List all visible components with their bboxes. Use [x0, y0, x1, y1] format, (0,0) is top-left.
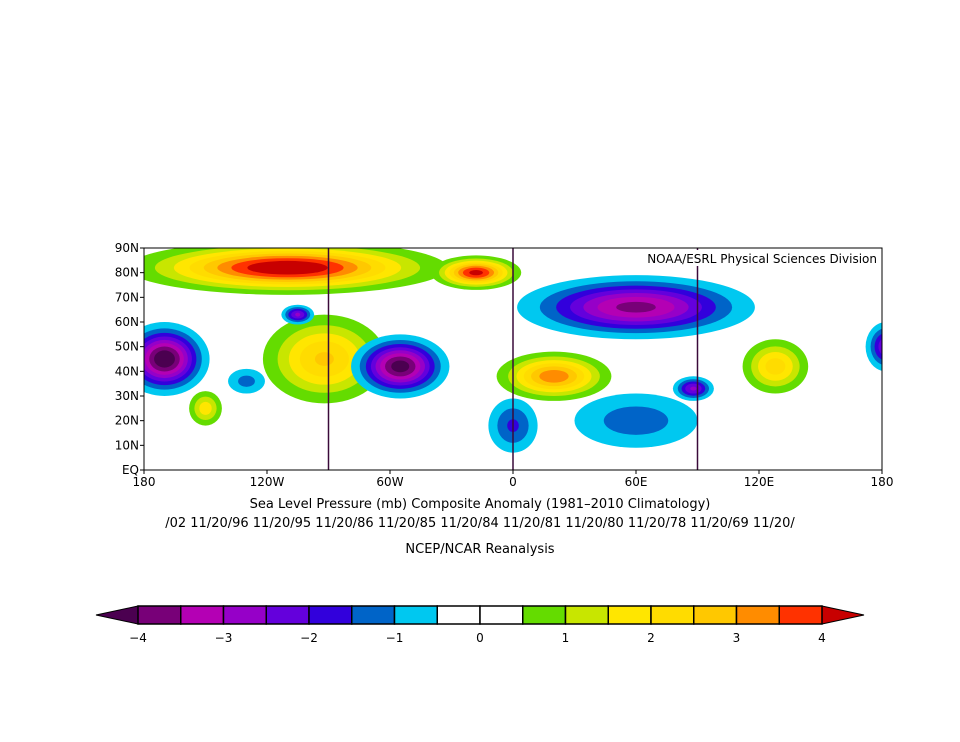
colorbar-under-arrow [95, 605, 139, 625]
x-axis: 180 120W 60W 0 60E 120E 180 [133, 470, 894, 489]
x-tick-label: 180 [871, 475, 894, 489]
y-tick-label: 40N [115, 364, 139, 378]
anomaly-contour-tibet-low [690, 386, 697, 391]
colorbar-label: 4 [818, 631, 826, 645]
colorbar: −4 −3 −2 −1 0 1 2 3 4 [95, 605, 865, 645]
colorbar-swatch [222, 605, 267, 625]
colorbar-swatch [693, 605, 738, 625]
anomaly-contour-hudson-bay-low [295, 312, 301, 317]
anomaly-contour-aleutian-low-e [878, 338, 882, 355]
colorbar-swatch [564, 605, 609, 625]
map-title: Sea Level Pressure (mb) Composite Anomal… [249, 497, 711, 512]
x-tick-label: 120E [744, 475, 775, 489]
colorbar-label: −1 [386, 631, 404, 645]
anomaly-contour-eurasian-low [616, 301, 656, 313]
colorbar-swatch [180, 605, 225, 625]
y-tick-label: 70N [115, 290, 139, 304]
anomaly-contour-aleutian-low-e [874, 333, 882, 360]
colorbar-over-arrow [821, 605, 865, 625]
colorbar-swatch [351, 605, 396, 625]
anomaly-contour-aleutian-low-e [884, 345, 889, 349]
colorbar-label: 1 [562, 631, 570, 645]
colorbar-swatch [436, 605, 481, 625]
colorbar-label: −4 [129, 631, 147, 645]
anomaly-contour-greenland-sea-high [469, 270, 483, 276]
colorbar-label: −2 [300, 631, 318, 645]
anomaly-contour-north-america-high [314, 352, 334, 366]
colorbar-swatch [778, 605, 823, 625]
colorbar-swatch [265, 605, 310, 625]
y-tick-label: 10N [115, 438, 139, 452]
data-source: NCEP/NCAR Reanalysis [405, 542, 555, 557]
anomaly-contour-aleutian-low-w [162, 357, 167, 361]
credit-label: NOAA/ESRL Physical Sciences Division [647, 252, 877, 266]
y-tick-label: 80N [115, 266, 139, 280]
y-axis: EQ 10N 20N 30N 40N 50N 60N 70N 80N 90N [115, 241, 144, 477]
meridian-lines [327, 248, 699, 470]
anomaly-contour-east-asia-high [765, 358, 786, 375]
x-tick-label: 120W [250, 475, 285, 489]
x-tick-label: 60W [376, 475, 403, 489]
anomaly-contour-central-pacific-high [199, 401, 212, 415]
colorbar-swatch [735, 605, 780, 625]
anomaly-contour-mediterranean-high [539, 369, 569, 383]
x-tick-label: 0 [509, 475, 517, 489]
colorbar-label: 2 [647, 631, 655, 645]
x-tick-label: 60E [625, 475, 648, 489]
anomaly-contours [144, 248, 889, 453]
credit-box [592, 250, 880, 266]
colorbar-swatch [137, 605, 182, 625]
anomaly-contour-arctic-high [271, 265, 304, 271]
colorbar-swatch [308, 605, 353, 625]
colorbar-swatch [607, 605, 652, 625]
x-tick-label: 180 [133, 475, 156, 489]
y-tick-label: 20N [115, 414, 139, 428]
y-tick-label: 60N [115, 315, 139, 329]
colorbar-label: 3 [733, 631, 741, 645]
colorbar-swatch [479, 605, 524, 625]
composite-dates: /02 11/20/96 11/20/95 11/20/86 11/20/85 … [165, 516, 795, 531]
y-tick-label: 30N [115, 389, 139, 403]
colorbar-swatch [522, 605, 567, 625]
y-tick-label: EQ [122, 463, 139, 477]
colorbar-label: −3 [215, 631, 233, 645]
y-tick-label: 50N [115, 340, 139, 354]
anomaly-contour-arabia-india-low [603, 406, 669, 435]
colorbar-swatch [393, 605, 438, 625]
anomaly-contour-east-pacific-low [238, 375, 255, 387]
anomaly-contour-north-atlantic-low [391, 360, 410, 373]
colorbar-swatch [650, 605, 695, 625]
colorbar-label: 0 [476, 631, 484, 645]
y-tick-label: 90N [115, 241, 139, 255]
